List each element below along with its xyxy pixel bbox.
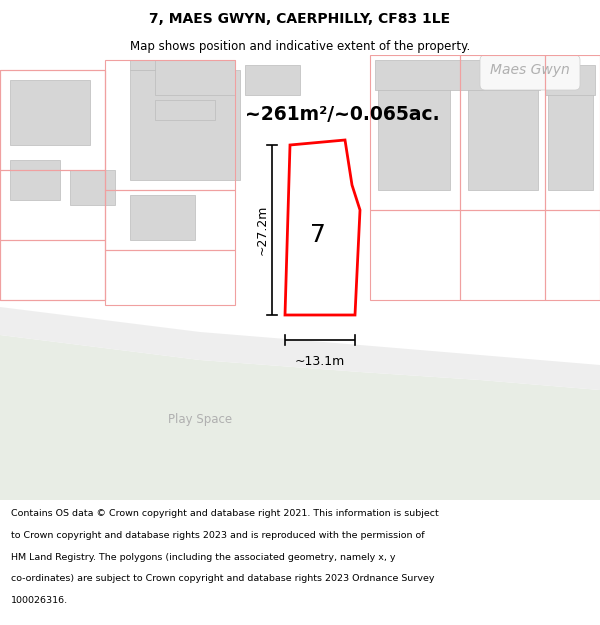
Bar	[105, 190, 235, 250]
Text: Maes Gwyn: Maes Gwyn	[490, 63, 570, 77]
Text: 100026316.: 100026316.	[11, 596, 68, 605]
Bar	[370, 55, 460, 210]
Bar	[155, 100, 215, 120]
Bar	[130, 60, 215, 70]
Bar	[0, 170, 105, 240]
Text: co-ordinates) are subject to Crown copyright and database rights 2023 Ordnance S: co-ordinates) are subject to Crown copyr…	[11, 574, 434, 583]
Text: 7, MAES GWYN, CAERPHILLY, CF83 1LE: 7, MAES GWYN, CAERPHILLY, CF83 1LE	[149, 12, 451, 26]
Text: ~27.2m: ~27.2m	[256, 205, 269, 255]
Text: 7: 7	[310, 223, 326, 247]
Text: HM Land Registry. The polygons (including the associated geometry, namely x, y: HM Land Registry. The polygons (includin…	[11, 552, 395, 561]
Bar	[378, 70, 450, 190]
Bar	[155, 60, 235, 95]
Bar	[370, 210, 460, 300]
Text: to Crown copyright and database rights 2023 and is reproduced with the permissio: to Crown copyright and database rights 2…	[11, 531, 424, 539]
Bar	[545, 210, 600, 300]
Bar	[105, 60, 235, 190]
Text: ~261m²/~0.065ac.: ~261m²/~0.065ac.	[245, 106, 440, 124]
Bar	[0, 240, 105, 300]
Bar	[70, 170, 115, 205]
Bar	[105, 250, 235, 305]
Bar	[545, 65, 595, 95]
Bar	[0, 70, 105, 300]
Polygon shape	[0, 335, 600, 500]
Bar	[130, 195, 195, 240]
Bar	[468, 75, 538, 190]
Text: Play Space: Play Space	[168, 414, 232, 426]
Bar	[460, 210, 545, 300]
Bar	[10, 160, 60, 200]
Bar	[545, 55, 600, 210]
Bar	[10, 80, 90, 145]
Polygon shape	[0, 307, 600, 390]
Bar	[375, 60, 540, 90]
Bar	[245, 65, 300, 95]
Bar	[130, 70, 240, 180]
Text: Contains OS data © Crown copyright and database right 2021. This information is : Contains OS data © Crown copyright and d…	[11, 509, 439, 518]
Polygon shape	[285, 140, 360, 315]
Text: ~13.1m: ~13.1m	[295, 355, 345, 368]
Bar	[460, 55, 545, 210]
FancyBboxPatch shape	[480, 55, 580, 90]
Text: Map shows position and indicative extent of the property.: Map shows position and indicative extent…	[130, 39, 470, 52]
Bar	[0, 70, 105, 170]
Bar	[548, 80, 593, 190]
